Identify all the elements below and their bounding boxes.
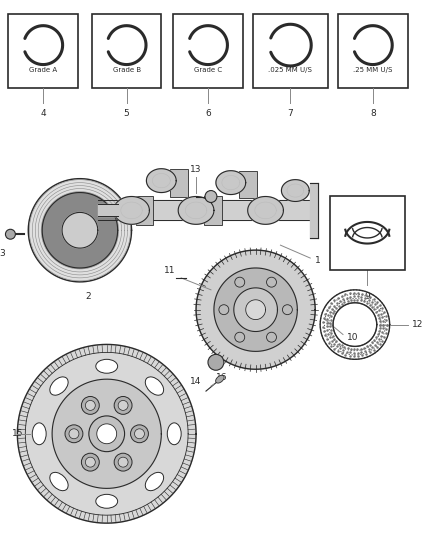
Text: 7: 7 bbox=[287, 109, 293, 118]
Circle shape bbox=[89, 416, 124, 451]
Bar bbox=[135, 196, 153, 225]
Circle shape bbox=[219, 305, 229, 314]
Polygon shape bbox=[248, 197, 283, 224]
Bar bbox=[173, 14, 243, 88]
Text: Grade A: Grade A bbox=[29, 68, 57, 74]
Circle shape bbox=[267, 277, 276, 287]
Polygon shape bbox=[18, 344, 196, 523]
Circle shape bbox=[69, 429, 79, 439]
Ellipse shape bbox=[50, 472, 68, 491]
Polygon shape bbox=[52, 379, 161, 488]
Circle shape bbox=[118, 400, 128, 410]
Ellipse shape bbox=[96, 494, 118, 508]
Bar bbox=[253, 14, 328, 88]
Circle shape bbox=[267, 332, 276, 342]
Text: 1: 1 bbox=[315, 255, 321, 264]
Polygon shape bbox=[146, 169, 176, 192]
Polygon shape bbox=[114, 197, 149, 224]
Text: 12: 12 bbox=[411, 320, 423, 329]
Text: 15: 15 bbox=[12, 429, 23, 438]
Text: 5: 5 bbox=[124, 109, 130, 118]
Bar bbox=[8, 14, 78, 88]
Text: 3: 3 bbox=[0, 249, 5, 258]
Polygon shape bbox=[216, 171, 246, 195]
Polygon shape bbox=[178, 197, 214, 224]
Circle shape bbox=[5, 229, 15, 239]
Text: 8: 8 bbox=[370, 109, 376, 118]
Polygon shape bbox=[196, 250, 315, 369]
Polygon shape bbox=[246, 300, 265, 320]
Ellipse shape bbox=[215, 375, 224, 383]
Circle shape bbox=[235, 332, 245, 342]
Circle shape bbox=[81, 453, 99, 471]
Circle shape bbox=[131, 425, 148, 443]
Text: 2: 2 bbox=[85, 292, 91, 301]
Text: 9: 9 bbox=[364, 292, 370, 301]
Text: 6: 6 bbox=[205, 109, 211, 118]
Polygon shape bbox=[282, 180, 309, 201]
Bar bbox=[170, 169, 188, 197]
Bar bbox=[92, 14, 161, 88]
Text: 4: 4 bbox=[40, 109, 46, 118]
Text: Grade C: Grade C bbox=[194, 68, 222, 74]
Circle shape bbox=[235, 277, 245, 287]
Text: 16: 16 bbox=[216, 373, 227, 382]
Circle shape bbox=[283, 305, 292, 314]
Circle shape bbox=[208, 354, 224, 370]
Ellipse shape bbox=[145, 377, 164, 395]
Polygon shape bbox=[62, 212, 98, 248]
Ellipse shape bbox=[167, 423, 181, 445]
Circle shape bbox=[114, 397, 132, 414]
Polygon shape bbox=[28, 179, 131, 282]
Bar bbox=[330, 196, 405, 270]
Circle shape bbox=[134, 429, 145, 439]
Circle shape bbox=[118, 457, 128, 467]
Polygon shape bbox=[234, 288, 277, 332]
Circle shape bbox=[81, 397, 99, 414]
Ellipse shape bbox=[32, 423, 46, 445]
Circle shape bbox=[65, 425, 83, 443]
Text: 14: 14 bbox=[191, 377, 202, 386]
Bar bbox=[204, 196, 222, 225]
Circle shape bbox=[85, 457, 95, 467]
Ellipse shape bbox=[145, 472, 164, 491]
Circle shape bbox=[205, 191, 217, 203]
Ellipse shape bbox=[50, 377, 68, 395]
Text: .025 MM U/S: .025 MM U/S bbox=[268, 68, 312, 74]
Circle shape bbox=[97, 424, 117, 443]
Bar bbox=[239, 171, 257, 198]
Bar bbox=[338, 14, 407, 88]
Polygon shape bbox=[42, 192, 118, 268]
Circle shape bbox=[85, 400, 95, 410]
Ellipse shape bbox=[96, 359, 118, 373]
Circle shape bbox=[114, 453, 132, 471]
Text: 11: 11 bbox=[163, 266, 175, 275]
Polygon shape bbox=[214, 268, 297, 351]
Text: .25 MM U/S: .25 MM U/S bbox=[353, 68, 392, 74]
Text: Grade B: Grade B bbox=[113, 68, 141, 74]
Text: 10: 10 bbox=[347, 333, 358, 342]
Text: 13: 13 bbox=[191, 165, 202, 174]
